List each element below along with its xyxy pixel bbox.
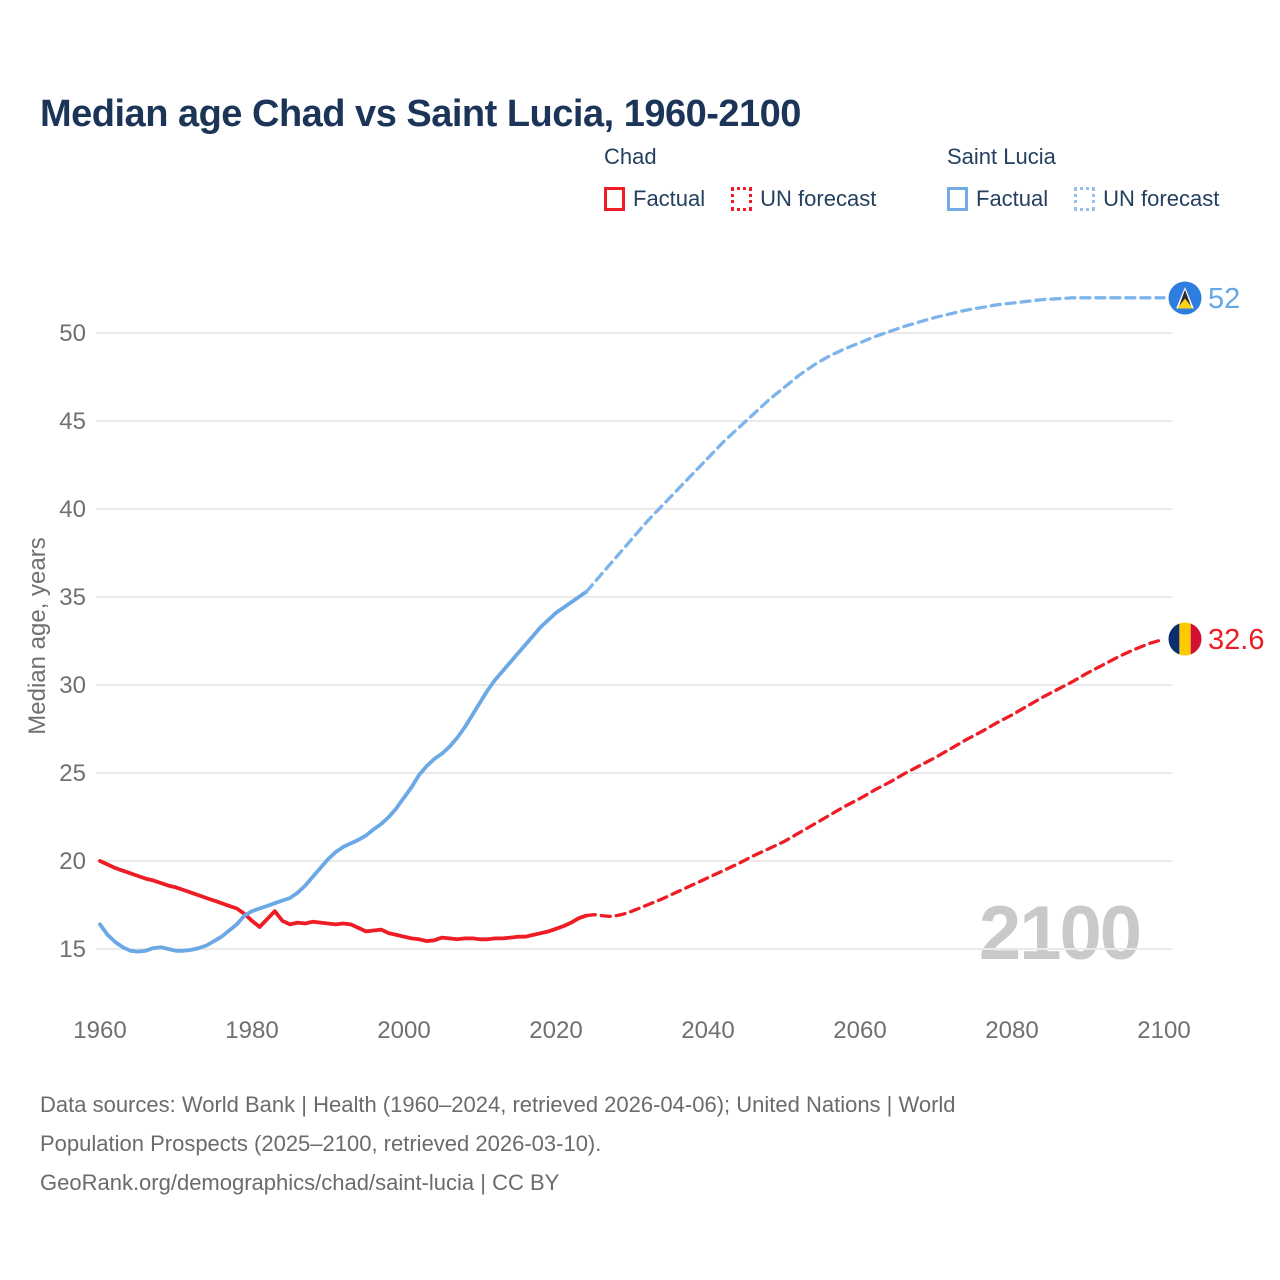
saint-lucia-endpoint-value: 52 (1208, 283, 1240, 315)
chad-factual-line (98, 859, 589, 943)
footer-attribution-line: GeoRank.org/demographics/chad/saint-luci… (40, 1170, 560, 1195)
legend-saint-lucia-factual-label: Factual (976, 186, 1049, 211)
x-tick-label: 2060 (833, 1017, 886, 1044)
saint-lucia-flag-icon (1168, 281, 1202, 315)
page-title: Median age Chad vs Saint Lucia, 1960-210… (40, 93, 801, 136)
x-tick-label: 1960 (73, 1017, 126, 1044)
y-tick-label: 30 (59, 672, 86, 699)
saint-lucia-forecast-swatch-icon (1074, 187, 1096, 211)
y-tick-label: 45 (59, 408, 86, 435)
x-tick-label: 2020 (529, 1017, 582, 1044)
y-axis-title: Median age, years (24, 537, 51, 735)
y-tick-label: 40 (59, 496, 86, 523)
legend-chad-factual-label: Factual (633, 186, 706, 211)
y-tick-label: 25 (59, 760, 86, 787)
footer-sources-line-1: Data sources: World Bank | Health (1960–… (40, 1092, 956, 1117)
x-tick-label: 2040 (681, 1017, 734, 1044)
chad-flag-icon (1168, 622, 1202, 656)
x-tick-label: 2000 (377, 1017, 430, 1044)
y-tick-label: 20 (59, 848, 86, 875)
x-tick-label: 2100 (1137, 1017, 1190, 1044)
x-tick-label: 1980 (225, 1017, 278, 1044)
legend-chad-row: Factual UN forecast (604, 186, 902, 212)
saint-lucia-factual-line (98, 589, 589, 954)
y-tick-label: 15 (59, 936, 86, 963)
y-tick-label: 35 (59, 584, 86, 611)
legend-saint-lucia-row: Factual UN forecast (947, 186, 1245, 212)
legend-chad-header: Chad (604, 144, 657, 169)
y-tick-label: 50 (59, 320, 86, 347)
x-tick-label: 2080 (985, 1017, 1038, 1044)
footer-sources-line-2: Population Prospects (2025–2100, retriev… (40, 1131, 602, 1156)
saint-lucia-factual-swatch-icon (947, 187, 968, 211)
watermark-year: 2100 (978, 891, 1142, 976)
chad-un-forecast-line (584, 637, 1166, 919)
series-layer (98, 296, 1166, 954)
chad-factual-swatch-icon (604, 187, 625, 211)
legend-chad-forecast-label: UN forecast (760, 186, 877, 211)
saint-lucia-un-forecast-line (584, 296, 1166, 594)
legend-saint-lucia-header: Saint Lucia (947, 144, 1056, 169)
legend-saint-lucia-forecast-label: UN forecast (1103, 186, 1220, 211)
gridlines-layer: 15 20 25 30 35 40 45 50 1960 1980 2000 2020 2040 2060… (59, 320, 1190, 1044)
chad-endpoint-value: 32.6 (1208, 624, 1264, 656)
chad-forecast-swatch-icon (731, 187, 753, 211)
